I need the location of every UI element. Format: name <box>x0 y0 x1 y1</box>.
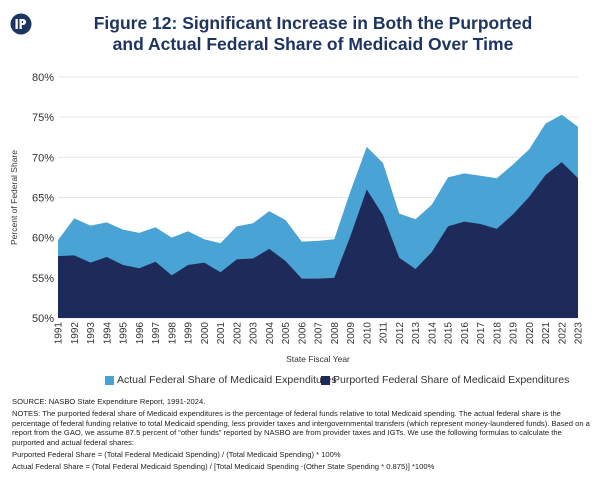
chart-title-line-2: and Actual Federal Share of Medicaid Ove… <box>112 34 514 54</box>
x-tick-label: 2002 <box>232 322 243 345</box>
legend-item-purported: Purported Federal Share of Medicaid Expe… <box>321 374 569 386</box>
x-tick-label: 2018 <box>492 322 503 345</box>
paragon-logo-icon <box>10 13 32 35</box>
legend-swatch-purported <box>321 375 330 385</box>
x-tick-label: 2023 <box>574 322 585 345</box>
x-tick-label: 1993 <box>86 322 97 345</box>
x-tick-label: 2005 <box>281 322 292 345</box>
x-tick-label: 2001 <box>216 322 227 345</box>
x-tick-label: 2007 <box>314 322 325 345</box>
y-tick-label: 80% <box>32 72 54 84</box>
chart-legend: Actual Federal Share of Medicaid Expendi… <box>0 374 600 388</box>
notes-text: NOTES: The purported federal share of Me… <box>12 409 590 447</box>
x-tick-label: 1996 <box>135 322 146 345</box>
x-tick-label: 2004 <box>265 322 276 345</box>
y-tick-label: 75% <box>32 112 54 124</box>
x-tick-label: 2010 <box>362 322 373 345</box>
x-tick-label: 2011 <box>379 322 390 344</box>
x-tick-label: 1991 <box>54 322 65 345</box>
x-tick-label: 2006 <box>297 322 308 345</box>
legend-label-actual: Actual Federal Share of Medicaid Expendi… <box>117 374 337 386</box>
x-tick-label: 2000 <box>200 322 211 345</box>
x-tick-label: 1994 <box>102 322 113 345</box>
x-tick-label: 2014 <box>427 322 438 345</box>
y-tick-label: 70% <box>32 152 54 164</box>
y-axis-label: Percent of Federal Share <box>9 150 19 245</box>
y-tick-label: 55% <box>32 273 54 285</box>
x-tick-label: 2003 <box>249 322 260 345</box>
y-tick-label: 60% <box>32 233 54 245</box>
chart-notes: SOURCE: NASBO State Expenditure Report, … <box>12 397 590 475</box>
x-tick-label: 1995 <box>119 322 130 345</box>
formula-purported: Purported Federal Share = (Total Federal… <box>12 450 341 460</box>
x-tick-label: 2013 <box>411 322 422 345</box>
x-tick-label: 1998 <box>167 322 178 345</box>
x-tick-label: 1992 <box>70 322 81 345</box>
x-tick-label: 2022 <box>557 322 568 345</box>
x-tick-label: 2019 <box>509 322 520 345</box>
source-note: SOURCE: NASBO State Expenditure Report, … <box>12 397 206 406</box>
x-tick-label: 2008 <box>330 322 341 345</box>
y-tick-label: 65% <box>32 193 54 205</box>
x-tick-label: 2015 <box>444 322 455 345</box>
chart-title: Figure 12: Significant Increase in Both … <box>40 13 586 55</box>
y-tick-label: 50% <box>32 313 54 325</box>
x-tick-label: 2016 <box>460 322 471 345</box>
formula-actual: Actual Federal Share = (Total Federal Me… <box>12 462 435 472</box>
x-tick-label: 2020 <box>525 322 536 345</box>
legend-label-purported: Purported Federal Share of Medicaid Expe… <box>333 374 570 386</box>
legend-item-actual: Actual Federal Share of Medicaid Expendi… <box>105 374 336 386</box>
chart-title-line-1: Figure 12: Significant Increase in Both … <box>93 13 533 33</box>
series-area-purported <box>58 162 578 318</box>
x-tick-label: 2021 <box>541 322 552 345</box>
x-tick-label: 2012 <box>395 322 406 345</box>
x-axis-label: State Fiscal Year <box>286 354 350 364</box>
legend-swatch-actual <box>105 375 114 385</box>
federal-share-area-chart: 50% 55% 60% 65% 70% 75% 80% 1991 1992 1993 1994 199… <box>9 72 585 364</box>
x-tick-label: 1999 <box>184 322 195 345</box>
x-tick-label: 1997 <box>151 322 162 345</box>
x-tick-label: 2009 <box>346 322 357 345</box>
x-tick-label: 2017 <box>476 322 487 345</box>
